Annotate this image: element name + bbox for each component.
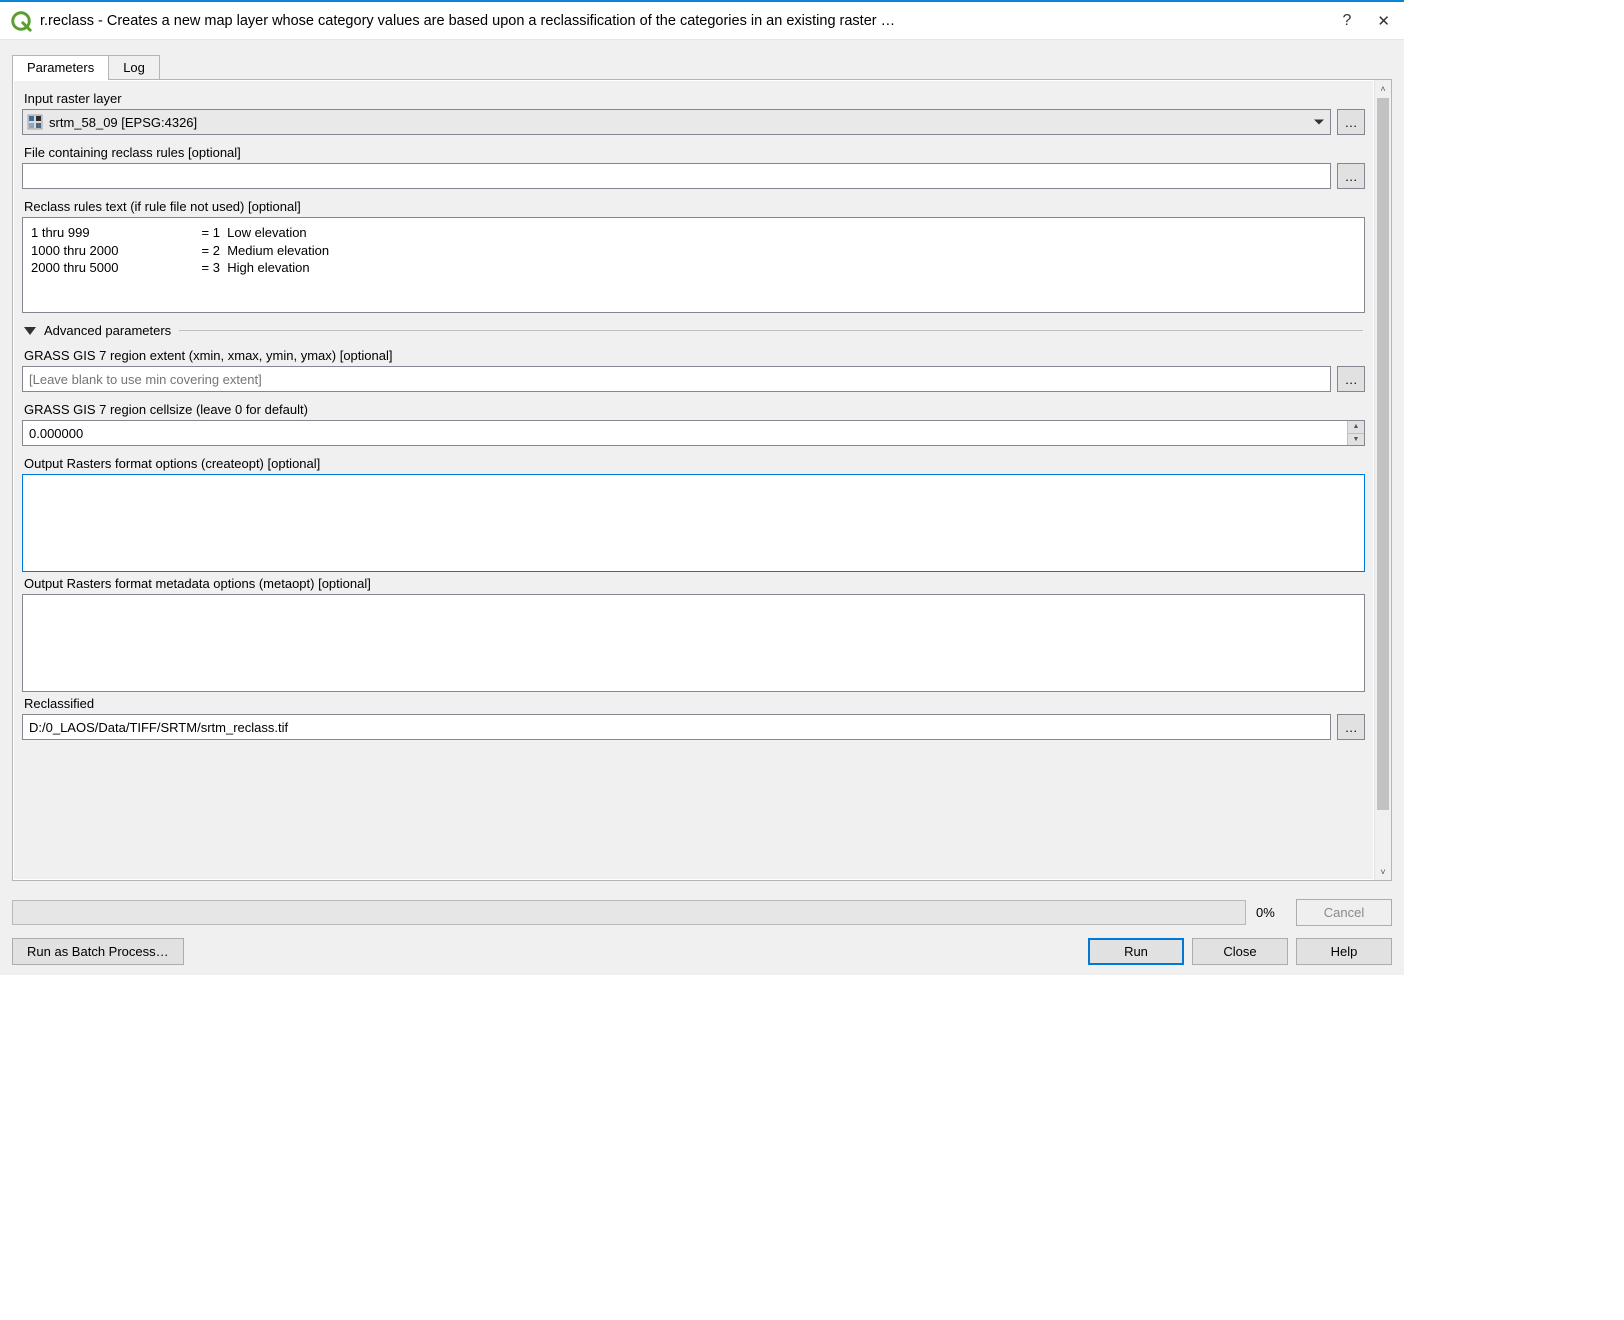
divider: [179, 330, 1363, 331]
label-rules-text: Reclass rules text (if rule file not use…: [24, 199, 1363, 214]
tab-parameters[interactable]: Parameters: [12, 55, 109, 80]
label-metaopt: Output Rasters format metadata options (…: [24, 576, 1363, 591]
input-raster-value: srtm_58_09 [EPSG:4326]: [49, 115, 197, 130]
label-region-cellsize: GRASS GIS 7 region cellsize (leave 0 for…: [24, 402, 1363, 417]
run-button[interactable]: Run: [1088, 938, 1184, 965]
spin-down-button[interactable]: ▼: [1347, 434, 1364, 446]
input-raster-combo[interactable]: srtm_58_09 [EPSG:4326]: [22, 109, 1331, 135]
close-button[interactable]: Close: [1192, 938, 1288, 965]
region-extent-browse-button[interactable]: …: [1337, 366, 1365, 392]
raster-layer-icon: [27, 114, 43, 130]
region-cellsize-spinbox[interactable]: [22, 420, 1365, 446]
input-raster-browse-button[interactable]: …: [1337, 109, 1365, 135]
titlebar: r.reclass - Creates a new map layer whos…: [0, 2, 1404, 40]
label-createopt: Output Rasters format options (createopt…: [24, 456, 1363, 471]
vertical-scrollbar[interactable]: ˄ ˅: [1374, 80, 1391, 880]
region-extent-input[interactable]: [22, 366, 1331, 392]
parameters-panel: Input raster layer srtm_58_09 [EPSG:4326…: [12, 79, 1392, 881]
label-reclassified: Reclassified: [24, 696, 1363, 711]
tab-bar: Parameters Log: [12, 52, 1392, 79]
metaopt-textarea[interactable]: [22, 594, 1365, 692]
label-region-extent: GRASS GIS 7 region extent (xmin, xmax, y…: [24, 348, 1363, 363]
advanced-parameters-label: Advanced parameters: [44, 323, 171, 338]
advanced-parameters-toggle[interactable]: Advanced parameters: [24, 323, 1363, 338]
rules-file-browse-button[interactable]: …: [1337, 163, 1365, 189]
tab-log[interactable]: Log: [109, 55, 160, 80]
close-window-button[interactable]: ✕: [1377, 12, 1390, 30]
client-area: Parameters Log Input raster layer: [0, 40, 1404, 975]
scroll-down-button[interactable]: ˅: [1375, 863, 1391, 880]
help-button[interactable]: ?: [1343, 12, 1352, 30]
reclassified-browse-button[interactable]: …: [1337, 714, 1365, 740]
label-input-raster: Input raster layer: [24, 91, 1363, 106]
help-button-footer[interactable]: Help: [1296, 938, 1392, 965]
progress-bar: [12, 900, 1246, 925]
chevron-down-icon: [1314, 120, 1324, 125]
rules-text-area[interactable]: [22, 217, 1365, 313]
parameters-scroll-area: Input raster layer srtm_58_09 [EPSG:4326…: [14, 81, 1373, 879]
run-as-batch-button[interactable]: Run as Batch Process…: [12, 938, 184, 965]
scrollbar-thumb[interactable]: [1377, 98, 1389, 810]
dialog-footer: 0% Cancel Run as Batch Process… Run Clos…: [12, 881, 1392, 965]
scroll-up-button[interactable]: ˄: [1375, 80, 1391, 97]
reclassified-output-input[interactable]: [22, 714, 1331, 740]
spin-up-button[interactable]: ▲: [1347, 421, 1364, 434]
qgis-app-icon: [10, 10, 32, 32]
dialog-window: r.reclass - Creates a new map layer whos…: [0, 0, 1404, 975]
window-title: r.reclass - Creates a new map layer whos…: [40, 13, 1343, 29]
chevron-down-icon: [24, 327, 36, 335]
cancel-button[interactable]: Cancel: [1296, 899, 1392, 926]
createopt-textarea[interactable]: [22, 474, 1365, 572]
progress-percent: 0%: [1256, 905, 1286, 920]
rules-file-input[interactable]: [22, 163, 1331, 189]
label-rules-file: File containing reclass rules [optional]: [24, 145, 1363, 160]
